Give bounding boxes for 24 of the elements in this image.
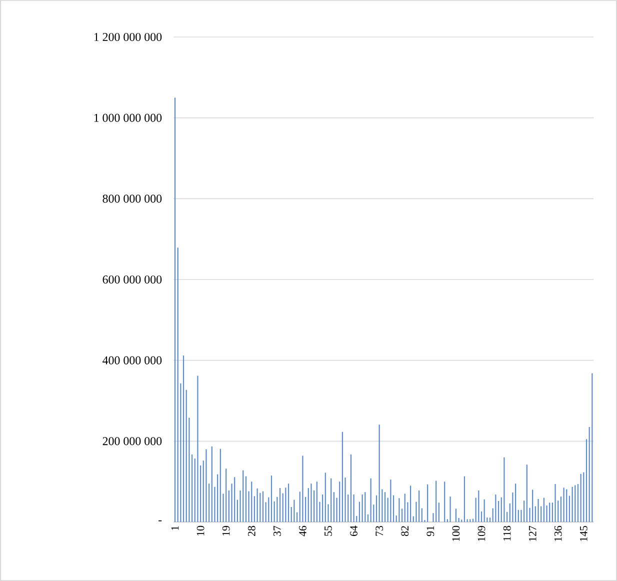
- x-tick-label: 109: [478, 526, 486, 541]
- x-tick-label: 19: [222, 526, 230, 536]
- x-tick-label: 82: [401, 526, 409, 536]
- x-tick-label: 91: [426, 526, 434, 536]
- x-tick-label: 64: [350, 526, 358, 536]
- x-tick-label: 55: [324, 526, 332, 536]
- x-tick-label: 28: [248, 526, 256, 536]
- x-tick-label: 37: [273, 526, 281, 536]
- y-tick-label: 1 200 000 000: [94, 32, 162, 42]
- y-tick-label: -: [158, 520, 162, 522]
- y-tick-label: 200 000 000: [102, 437, 162, 446]
- x-tick-label: 46: [299, 526, 306, 536]
- x-tick-label: 100: [452, 526, 460, 541]
- x-tick-label: 73: [376, 526, 384, 536]
- y-tick-label: 1 000 000 000: [94, 114, 162, 122]
- x-tick-label: 1: [171, 526, 179, 530]
- y-tick-label: 400 000 000: [102, 356, 162, 364]
- x-tick-label: 118: [503, 526, 511, 541]
- y-tick-label: 600 000 000: [102, 275, 162, 284]
- x-tick-label: 10: [196, 526, 204, 536]
- x-tick-label: 145: [580, 526, 588, 541]
- y-tick-label: 800 000 000: [102, 194, 162, 203]
- x-tick-label: 136: [554, 526, 562, 541]
- x-tick-label: 127: [528, 526, 536, 541]
